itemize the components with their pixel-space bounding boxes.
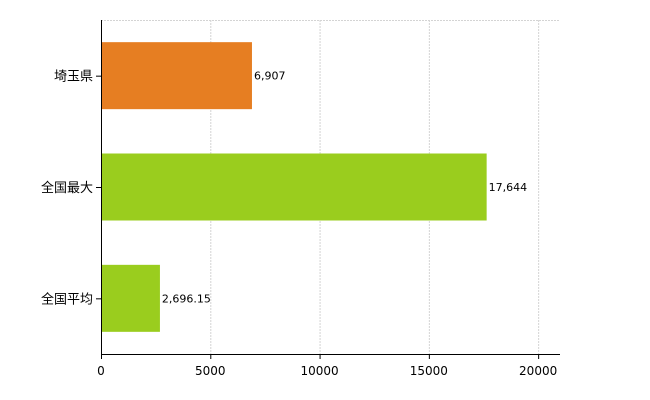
x-tick-label-0: 0 (97, 364, 105, 378)
label-layer: 0 5000 10000 15000 20000 埼玉県 6,907 全国最大 17,644 全国… (41, 70, 557, 378)
data-label-0: 6,907 (254, 70, 286, 83)
x-tick-label-1: 5000 (195, 364, 226, 378)
category-label-2: 全国平均 (41, 291, 93, 307)
category-label-0: 埼玉県 (54, 70, 93, 85)
bar-1 (101, 153, 487, 221)
x-tick-label-2: 10000 (300, 364, 338, 378)
axis-layer (96, 20, 560, 359)
bar-0 (101, 42, 252, 110)
bar-2 (101, 264, 160, 332)
x-tick-label-3: 15000 (410, 364, 448, 378)
x-tick-label-4: 20000 (519, 364, 557, 378)
data-label-1: 17,644 (489, 181, 528, 194)
bar-layer (101, 42, 487, 332)
category-label-1: 全国最大 (41, 180, 93, 196)
data-label-2: 2,696.15 (162, 292, 211, 305)
